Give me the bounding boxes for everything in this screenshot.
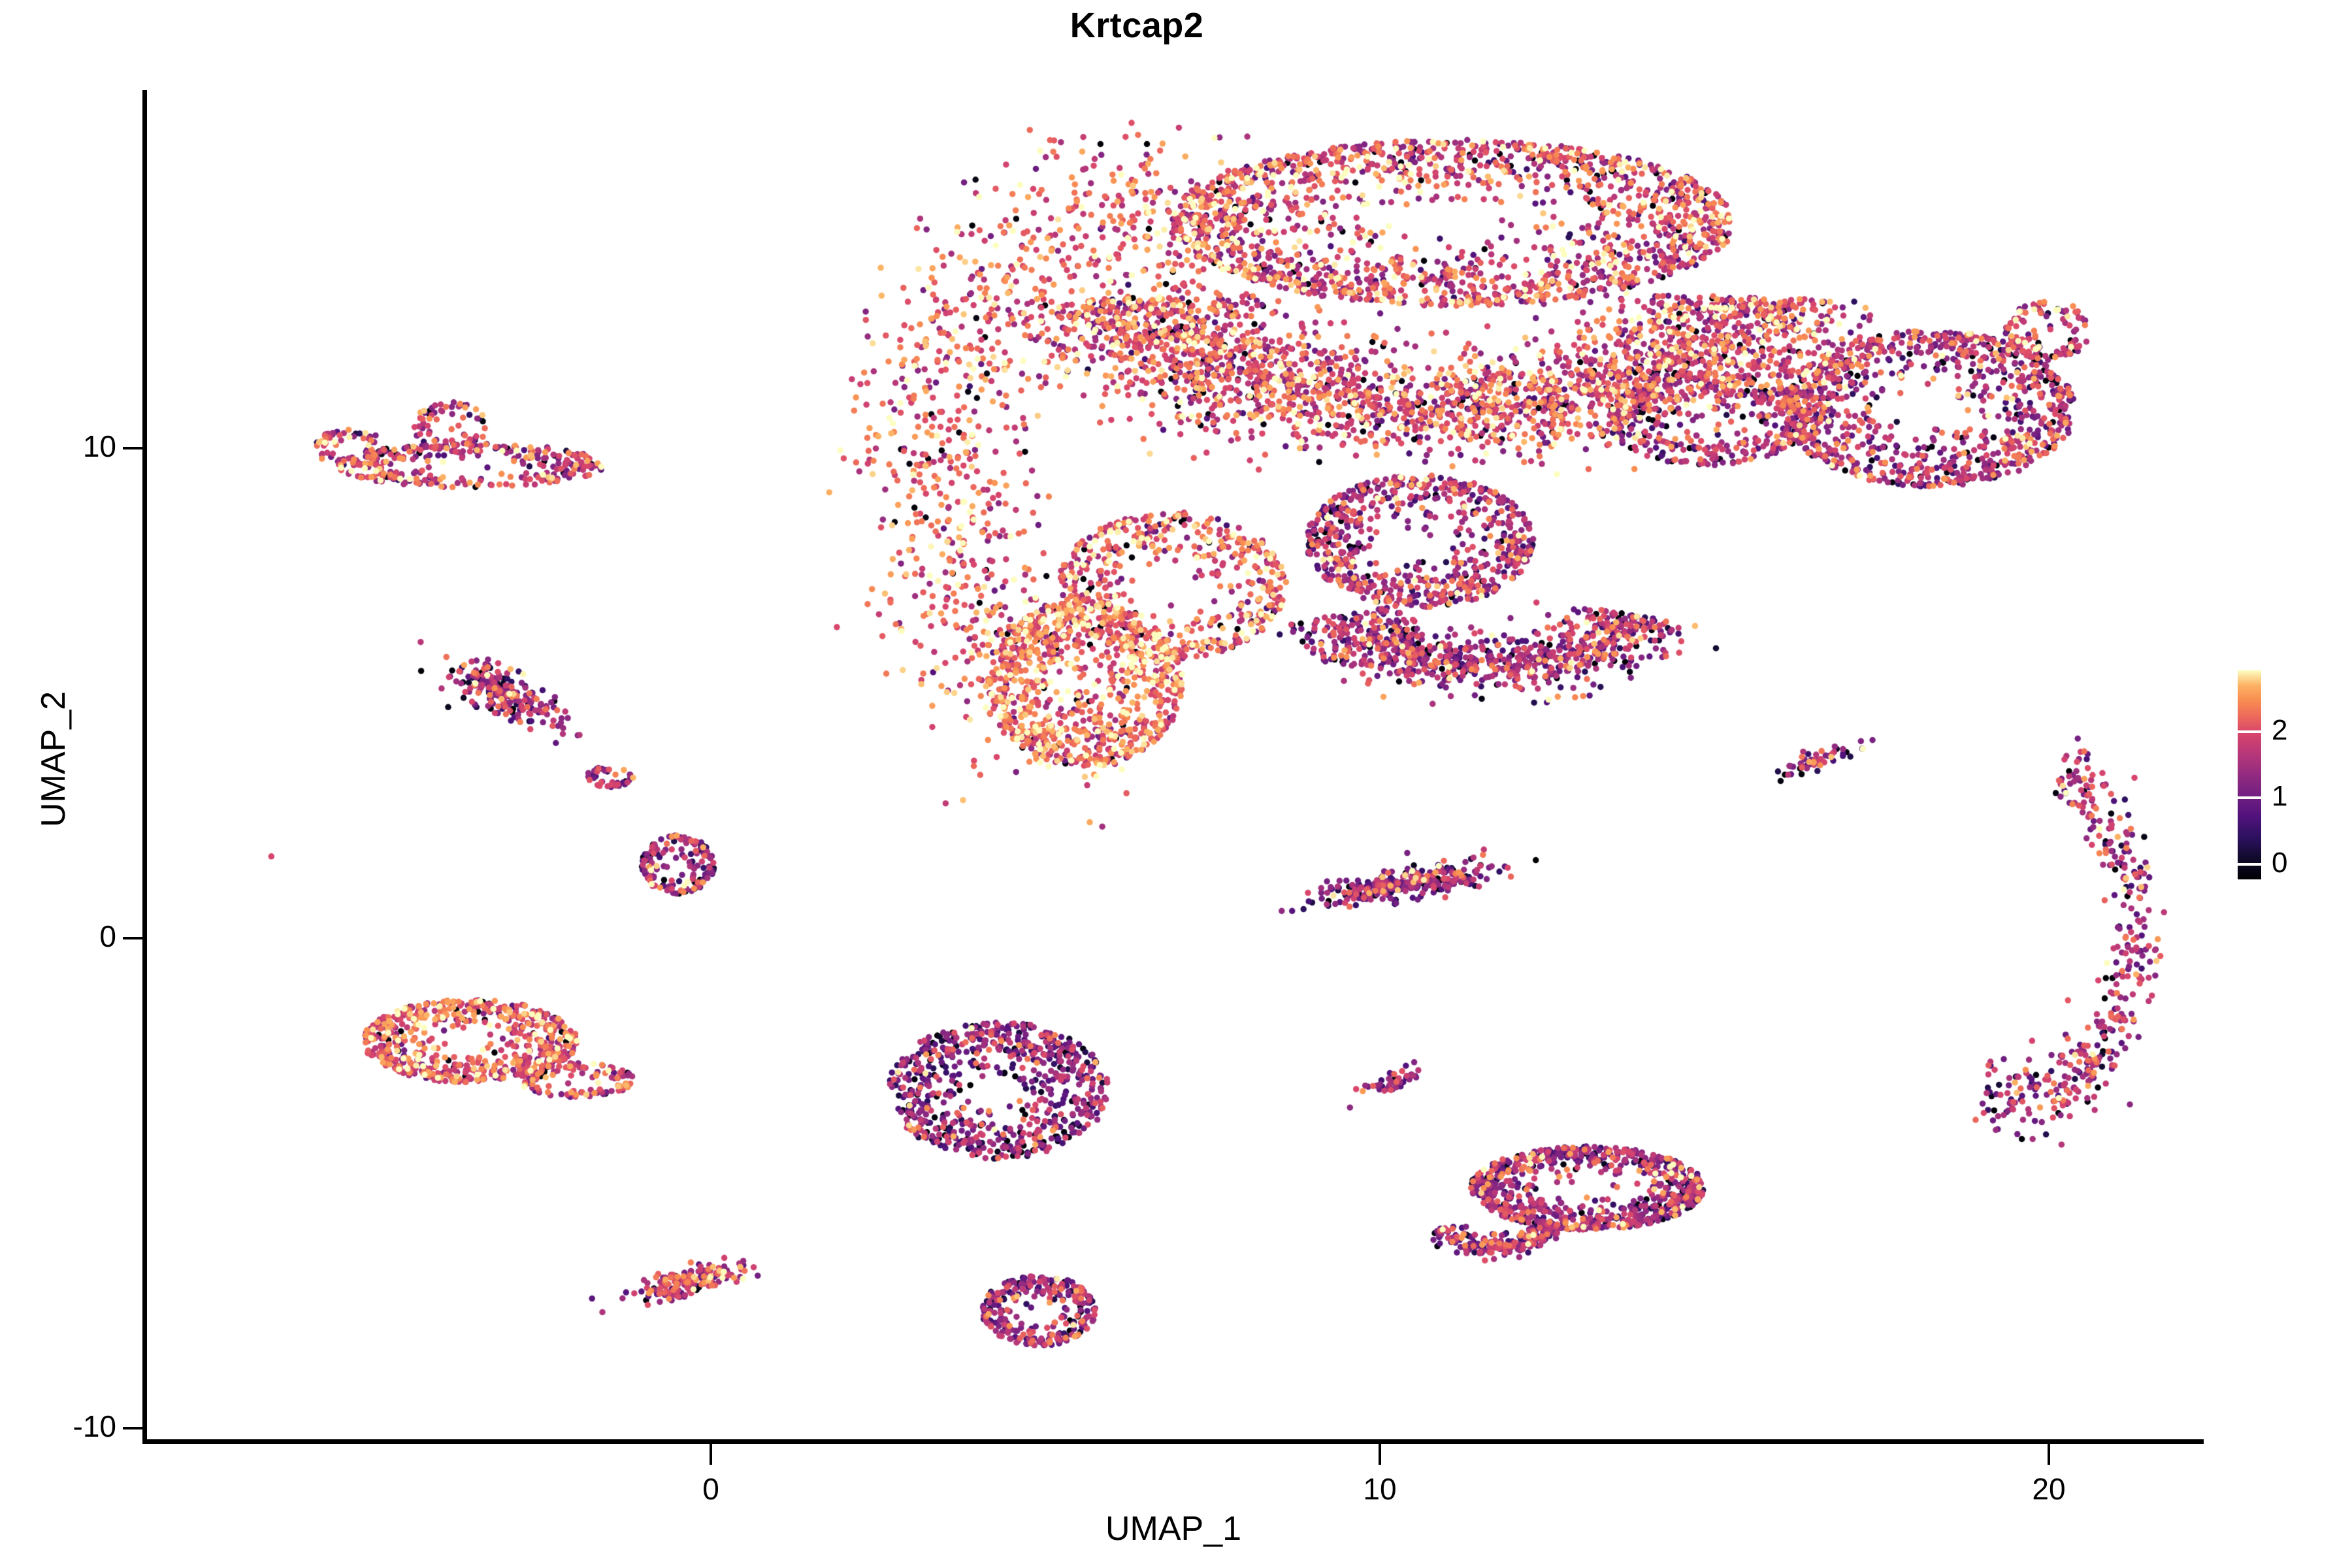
y-tick-label-10: 10 xyxy=(82,429,116,463)
x-tick-label-0: 0 xyxy=(702,1472,719,1506)
page-title: Krtcap2 xyxy=(1070,6,1204,45)
colorbar-label-1: 1 xyxy=(2272,780,2288,813)
colorbar-label-0: 0 xyxy=(2272,846,2288,879)
colorbar-tick-0 xyxy=(2238,862,2261,866)
y-tick-10 xyxy=(123,447,144,449)
color-legend: 0 1 2 xyxy=(2238,670,2336,882)
x-tick-label-20: 20 xyxy=(2032,1472,2066,1506)
y-tick-label-0: 0 xyxy=(99,919,116,953)
y-axis-line xyxy=(142,90,147,1444)
y-tick-label--10: -10 xyxy=(73,1409,116,1443)
colorbar-label-2: 2 xyxy=(2272,714,2288,747)
x-axis-title: UMAP_1 xyxy=(1105,1510,1242,1548)
colorbar-tick-1 xyxy=(2238,796,2261,800)
colorbar-tick-2 xyxy=(2238,730,2261,734)
y-tick--10 xyxy=(123,1427,144,1429)
colorbar-gradient xyxy=(2238,670,2261,879)
plot-panel xyxy=(145,90,2202,1439)
x-axis-line xyxy=(142,1439,2204,1444)
y-tick-0 xyxy=(123,937,144,939)
x-tick-0 xyxy=(710,1444,712,1465)
x-tick-10 xyxy=(1379,1444,1381,1465)
x-tick-20 xyxy=(2048,1444,2050,1465)
scatter-points-layer xyxy=(145,90,2202,1439)
x-tick-label-10: 10 xyxy=(1363,1472,1397,1506)
y-axis-title: UMAP_2 xyxy=(35,691,73,828)
